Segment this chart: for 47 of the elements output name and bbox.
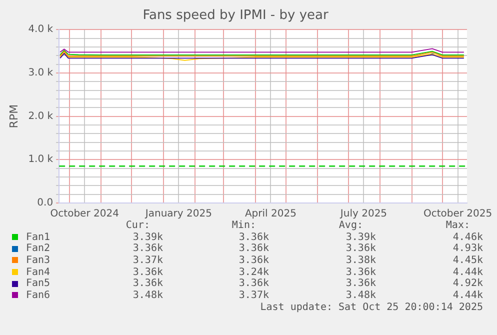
y-tick-label: 2.0 k <box>28 110 54 122</box>
text: 3.36k <box>238 243 269 255</box>
legend-label: Fan4 <box>25 266 52 278</box>
x-tick-label: April 2025 <box>244 208 296 220</box>
text: 4.44k <box>452 290 483 302</box>
text: Last update: Sat Oct 25 20:00:14 2025 <box>259 302 483 314</box>
x-tick-label: July 2025 <box>339 208 388 220</box>
text: 3.36k <box>238 232 269 243</box>
y-tick-label: 0.0 <box>37 198 54 209</box>
legend-label: Fan3 <box>25 255 52 267</box>
text: 3.39k <box>344 232 376 243</box>
text: 3.39k <box>132 232 163 243</box>
legend-label: Fan1 <box>25 232 52 244</box>
legend-label: Fan5 <box>25 278 52 290</box>
text: 3.36k <box>238 255 269 267</box>
text: 3.36k <box>344 266 376 278</box>
text: 4.44k <box>452 266 483 278</box>
legend-label: Fan6 <box>25 290 52 302</box>
y-tick-label: 4.0 k <box>28 24 54 36</box>
text: 4.46k <box>452 232 483 243</box>
text: 3.48k <box>132 290 163 302</box>
text: 3.36k <box>344 278 376 290</box>
text: 3.37k <box>238 290 269 302</box>
x-tick-label: October 2025 <box>423 208 492 220</box>
text: 3.36k <box>344 243 376 255</box>
text: 3.36k <box>132 266 163 278</box>
x-tick-label: January 2025 <box>144 208 212 220</box>
text: 4.92k <box>452 278 483 290</box>
text: 3.38k <box>344 255 376 267</box>
text: 3.24k <box>238 266 269 278</box>
text: Avg: <box>338 220 364 232</box>
y-axis-title: RPM <box>7 104 20 128</box>
text: 3.36k <box>132 278 163 290</box>
text: 4.93k <box>452 243 483 255</box>
text: 3.37k <box>132 255 163 267</box>
x-tick-label: October 2024 <box>50 208 119 220</box>
text: Min: <box>230 220 257 232</box>
text: 3.36k <box>132 243 163 255</box>
text: Cur: <box>124 220 151 232</box>
y-tick-label: 3.0 k <box>28 68 54 79</box>
text: 4.45k <box>452 255 483 267</box>
text: 3.36k <box>238 278 269 290</box>
text: Max: <box>444 220 471 232</box>
chart-title: Fans speed by IPMI - by year <box>142 8 329 24</box>
legend-label: Fan2 <box>25 243 52 256</box>
text: 3.48k <box>344 290 376 302</box>
y-tick-label: 1.0 k <box>28 154 54 166</box>
